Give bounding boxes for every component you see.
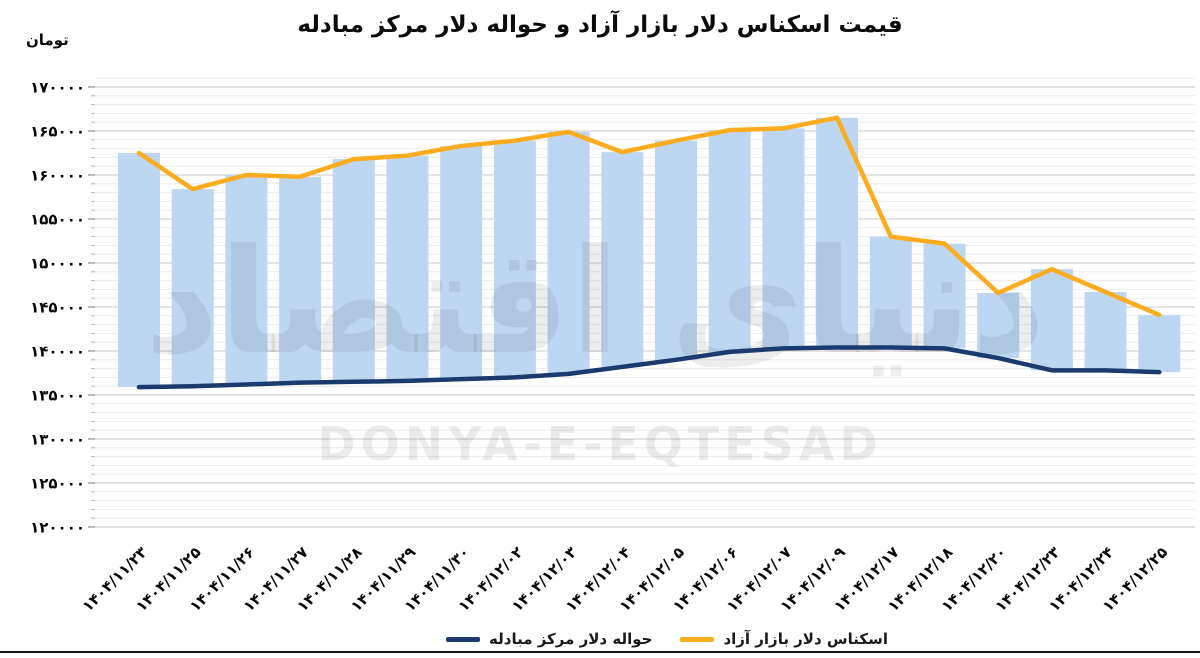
range-bar (869, 236, 912, 348)
y-tick-label: ۱۷۰۰۰۰ (30, 79, 85, 97)
range-bar (118, 153, 160, 388)
range-bar (225, 175, 268, 385)
y-tick-label: ۱۳۰۰۰۰ (30, 431, 85, 449)
range-bar (1138, 314, 1181, 373)
range-bar (708, 130, 751, 352)
range-bar (1030, 269, 1073, 371)
y-tick-label: ۱۲۰۰۰۰ (30, 519, 85, 537)
legend: حواله دلار مرکز مبادله اسکناس دلار بازار… (446, 630, 888, 648)
range-bar (332, 159, 375, 382)
y-tick-label: ۱۶۵۰۰۰ (30, 123, 85, 141)
legend-item-transfer: حواله دلار مرکز مبادله (446, 630, 652, 648)
page-title: قیمت اسکناس دلار بازار آزاد و حواله دلار… (297, 12, 903, 38)
y-axis-unit-label: تومان (26, 31, 69, 49)
range-bar (493, 140, 536, 378)
footer-divider (0, 651, 1200, 653)
legend-label-free-market: اسکناس دلار بازار آزاد (723, 630, 888, 648)
y-tick-label: ۱۴۰۰۰۰ (30, 343, 85, 361)
transfer-line-swatch (446, 636, 481, 642)
range-bar (655, 140, 697, 360)
y-tick-label: ۱۶۰۰۰۰ (30, 167, 85, 185)
range-bar (816, 117, 859, 348)
legend-label-transfer: حواله دلار مرکز مبادله (489, 630, 653, 648)
legend-item-free-market: اسکناس دلار بازار آزاد (680, 630, 888, 648)
y-tick-label: ۱۲۵۰۰۰ (30, 475, 85, 493)
range-bar (977, 292, 1020, 359)
y-tick-label: ۱۳۵۰۰۰ (30, 387, 85, 405)
range-bar (279, 176, 322, 383)
watermark-latin: DONYA-E-EQTESAD (317, 417, 882, 471)
free-market-price-line (136, 115, 1162, 318)
range-bar (1084, 292, 1127, 371)
y-tick-label: ۱۵۰۰۰۰ (30, 255, 85, 273)
y-tick-label: ۱۵۵۰۰۰ (30, 211, 85, 229)
range-bar (923, 243, 966, 349)
free-market-line-swatch (680, 636, 715, 642)
range-bar (762, 128, 805, 349)
range-bar (386, 155, 429, 381)
range-bar (440, 145, 483, 380)
watermark-persian: دنیای اقتصاد (144, 218, 1045, 387)
range-bar (601, 152, 644, 367)
y-tick-label: ۱۴۵۰۰۰ (30, 299, 85, 317)
range-bar (171, 189, 214, 387)
transfer-price-line (136, 345, 1162, 390)
range-bar (547, 131, 590, 374)
